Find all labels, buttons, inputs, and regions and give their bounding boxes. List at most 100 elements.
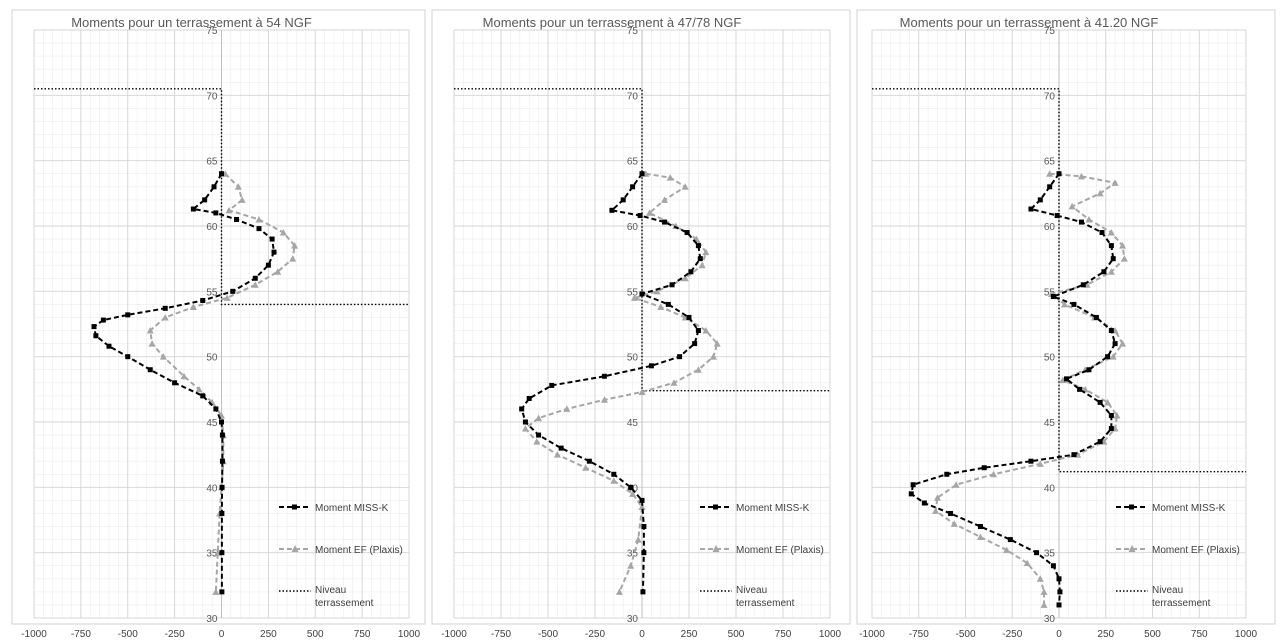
- y-tick-label: 75: [1044, 26, 1056, 37]
- x-tick-label: -500: [955, 629, 975, 640]
- moment-miss-k-point: [1108, 412, 1114, 418]
- x-tick-label: 1000: [819, 629, 842, 640]
- moment-ef-point: [630, 294, 638, 301]
- moment-miss-k-point: [1037, 197, 1043, 203]
- moment-ef-point: [932, 507, 940, 514]
- moment-ef-point: [670, 379, 678, 386]
- x-tick-label: 750: [354, 629, 371, 640]
- moment-ef-point: [681, 274, 689, 282]
- moment-ef-point: [952, 481, 960, 488]
- y-tick-label: 60: [1044, 222, 1056, 233]
- y-tick-label: 40: [1044, 483, 1056, 494]
- legend-ef-label: Moment EF (Plaxis): [315, 545, 403, 556]
- moment-ef-point: [234, 183, 242, 190]
- moment-miss-k-point: [1028, 206, 1034, 212]
- x-tick-label: 0: [639, 629, 645, 640]
- x-tick-label: -250: [585, 629, 605, 640]
- moment-miss-k-point: [93, 333, 99, 339]
- moment-miss-k-point: [219, 510, 225, 516]
- moment-miss-k-point: [1071, 301, 1077, 307]
- y-tick-label: 60: [627, 222, 639, 233]
- x-tick-label: -500: [538, 629, 558, 640]
- y-tick-label: 30: [627, 614, 639, 625]
- moment-miss-k-point: [640, 589, 646, 595]
- moment-ef-point: [238, 196, 246, 203]
- niveau-terrassement-line: [872, 88, 1246, 473]
- moment-ef-point: [638, 388, 646, 395]
- moment-ef-point: [1085, 215, 1093, 223]
- moment-miss-k-point: [162, 305, 168, 311]
- moment-miss-k-point: [1056, 171, 1062, 177]
- moment-miss-k-point: [1108, 243, 1114, 249]
- moment-ef-point: [1036, 460, 1044, 467]
- moment-miss-k-point: [125, 354, 131, 360]
- moment-miss-k-point: [200, 297, 206, 303]
- moment-miss-k-point: [639, 171, 645, 177]
- moment-miss-k-point: [1028, 458, 1034, 464]
- moment-miss-k-point: [639, 291, 645, 297]
- moment-miss-k-point: [219, 171, 224, 177]
- legend-miss-k-marker: [292, 504, 297, 510]
- moment-ef-point: [180, 372, 188, 380]
- moment-miss-k-point: [586, 458, 592, 464]
- moment-miss-k-line: [520, 173, 702, 592]
- moment-ef-point: [274, 268, 282, 275]
- y-tick-label: 75: [627, 26, 639, 37]
- moment-miss-k-point: [526, 395, 532, 401]
- x-tick-label: 500: [1144, 629, 1161, 640]
- moment-miss-k-point: [1078, 219, 1084, 225]
- moment-miss-k-point: [147, 367, 153, 373]
- moment-miss-k-point: [172, 380, 178, 386]
- moment-ef-point: [535, 414, 543, 422]
- y-tick-label: 45: [1044, 418, 1056, 429]
- moment-miss-k-point: [1063, 376, 1069, 382]
- moment-ef-point: [1077, 172, 1085, 180]
- moment-ef-point: [223, 294, 231, 301]
- moment-miss-k-point: [601, 373, 607, 379]
- moment-miss-k-point: [695, 243, 701, 249]
- legend-niveau-label-2: terrassement: [1152, 598, 1211, 609]
- y-tick-label: 65: [206, 157, 218, 168]
- moment-ef-point: [646, 209, 654, 216]
- moment-miss-k-point: [549, 382, 555, 388]
- moment-miss-k-point: [219, 484, 225, 490]
- moment-miss-k-point: [669, 282, 675, 288]
- chart-title: Moments pour un terrassement à 54 NGF: [71, 15, 312, 30]
- chart-frame: [431, 9, 851, 625]
- y-tick-label: 50: [1044, 353, 1056, 364]
- x-tick-label: 250: [681, 629, 698, 640]
- moment-miss-k-line: [910, 173, 1117, 606]
- moment-ef-point: [1003, 546, 1011, 554]
- moment-miss-k-point: [1108, 328, 1114, 334]
- legend-miss-k-label: Moment MISS-K: [1152, 503, 1226, 514]
- moment-ef-point: [1040, 588, 1048, 595]
- moment-ef-point: [255, 215, 263, 223]
- x-tick-label: -750: [491, 629, 511, 640]
- legend-ef-marker: [712, 545, 720, 552]
- chart-title: Moments pour un terrassement à 41.20 NGF: [900, 15, 1159, 30]
- moment-miss-k-point: [519, 406, 525, 412]
- moment-miss-k-point: [265, 262, 271, 268]
- moment-miss-k-point: [211, 184, 217, 190]
- moment-ef-point: [291, 242, 299, 249]
- x-tick-label: 0: [219, 629, 225, 640]
- x-tick-label: 750: [775, 629, 792, 640]
- x-tick-label: 500: [728, 629, 745, 640]
- x-tick-label: 250: [260, 629, 277, 640]
- x-tick-label: 1000: [1235, 629, 1258, 640]
- moment-miss-k-point: [648, 363, 654, 369]
- moment-miss-k-point: [1110, 256, 1116, 262]
- x-tick-label: -1000: [859, 629, 885, 640]
- moment-ef-point: [1096, 189, 1104, 197]
- moment-ef-point: [657, 303, 665, 311]
- moment-ef-point: [1113, 411, 1121, 419]
- moment-miss-k-point: [1077, 386, 1083, 392]
- moment-miss-k-point: [190, 206, 196, 212]
- moment-miss-k-point: [630, 184, 636, 190]
- moment-miss-k-point: [1108, 426, 1114, 432]
- legend-miss-k-marker: [713, 504, 718, 510]
- moment-miss-k-point: [686, 314, 692, 320]
- moment-miss-k-point: [558, 445, 564, 451]
- moment-miss-k-point: [522, 419, 528, 425]
- moment-ef-point: [950, 520, 958, 527]
